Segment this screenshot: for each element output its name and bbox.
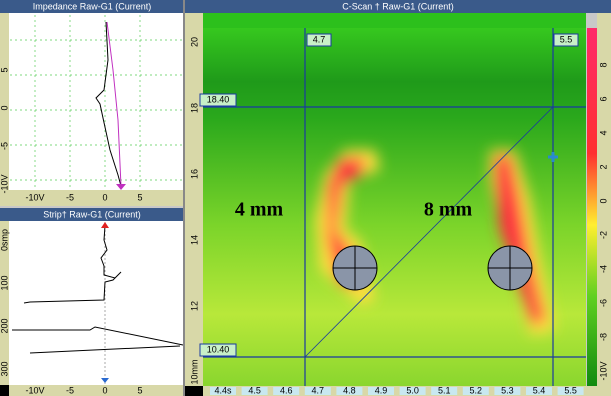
- x-axis-label: 4.7: [312, 385, 325, 395]
- y-axis-label: 0smp: [0, 229, 9, 251]
- panel-title: Strip† Raw-G1 (Current): [43, 209, 141, 219]
- x-axis-label: -10V: [25, 385, 44, 395]
- x-axis-label: 0: [102, 385, 107, 395]
- x-axis-label: 5.3: [501, 385, 514, 395]
- y-axis-label: 12: [189, 301, 199, 311]
- heatmap: [203, 13, 586, 28]
- x-axis-label: -5: [66, 192, 74, 202]
- y-axis-label: -10V: [0, 174, 9, 193]
- x-axis-label: 4.5: [248, 385, 261, 395]
- x-axis-label: 4.4s: [214, 385, 232, 395]
- y-axis-label: 16: [189, 169, 199, 179]
- axis-strip: [0, 13, 9, 190]
- impedance-panel: [0, 0, 183, 206]
- x-axis-label: 5.0: [406, 385, 419, 395]
- defect-symbol: [333, 246, 377, 290]
- x-axis-label: -10V: [25, 192, 44, 202]
- page: {"impedance": {"title": "Impedance Raw-G…: [0, 0, 611, 396]
- y-axis-label: 10mm: [189, 359, 199, 384]
- scale-label: 8: [598, 62, 608, 67]
- scale-label: 0: [598, 198, 608, 203]
- annotation: 4 mm: [235, 199, 284, 221]
- x-axis-label: 5.5: [564, 385, 577, 395]
- scale-label: 4: [598, 130, 608, 135]
- y-axis-label: 0: [0, 105, 9, 110]
- corner: [185, 386, 203, 396]
- y-axis-label: 300: [0, 361, 9, 376]
- panel-title: Impedance Raw-G1 (Current): [33, 1, 152, 11]
- screen: Impedance Raw-G1 (Current) Strip† Raw-G1 …: [0, 0, 611, 396]
- y-axis-label: 100: [0, 275, 9, 290]
- x-axis-label: 0: [102, 192, 107, 202]
- y-axis-label: 18: [189, 103, 199, 113]
- divider: [183, 0, 185, 396]
- scale-label: -2: [598, 231, 608, 239]
- defect-symbol: [488, 246, 532, 290]
- panel-title: C-Scan † Raw-G1 (Current): [342, 1, 454, 11]
- scale-label: -10V: [598, 361, 608, 380]
- x-axis-label: 4.9: [375, 385, 388, 395]
- scale-label: -4: [598, 265, 608, 273]
- cursor-label: 5.5: [560, 34, 573, 44]
- axis-strip: [185, 13, 203, 386]
- annotation: 8 mm: [424, 199, 473, 221]
- x-axis-label: 4.8: [343, 385, 356, 395]
- scale-label: 6: [598, 96, 608, 101]
- cursor-label: 18.40: [207, 94, 230, 104]
- cursor-label: 4.7: [313, 34, 326, 44]
- x-axis-label: 4.6: [280, 385, 293, 395]
- scale-label: 2: [598, 164, 608, 169]
- scale-label: -6: [598, 299, 608, 307]
- x-axis-label: 5: [137, 385, 142, 395]
- y-axis-label: 14: [189, 235, 199, 245]
- x-axis-label: 5.4: [533, 385, 546, 395]
- y-axis-label: 5: [0, 67, 9, 72]
- y-axis-label: 200: [0, 318, 9, 333]
- scale-label: -8: [598, 333, 608, 341]
- x-axis-label: -5: [66, 385, 74, 395]
- corner: [0, 385, 9, 396]
- x-axis-label: 5: [137, 192, 142, 202]
- x-axis-label: 5.2: [470, 385, 483, 395]
- y-axis-label: 20: [189, 37, 199, 47]
- x-axis-label: 5.1: [438, 385, 451, 395]
- y-axis-label: -5: [0, 142, 9, 150]
- color-scale: [587, 28, 597, 386]
- cursor-label: 10.40: [207, 344, 230, 354]
